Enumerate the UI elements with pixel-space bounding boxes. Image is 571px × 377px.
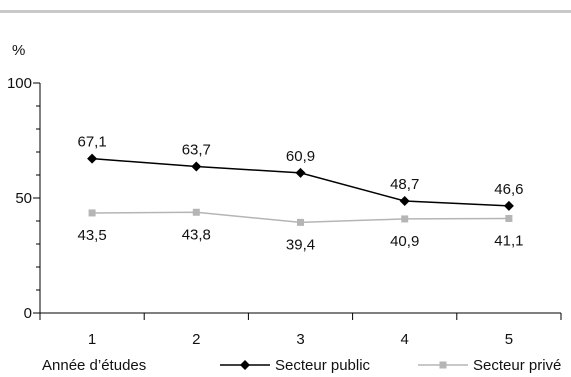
data-point	[503, 200, 514, 211]
data-label: 41,1	[494, 232, 523, 249]
data-label: 60,9	[286, 148, 315, 165]
axes: 0 50 100 1 2 3 4 5	[7, 75, 562, 348]
data-point	[297, 218, 304, 226]
x-axis-title: Année d’études	[42, 357, 146, 374]
series-line	[92, 157, 509, 207]
data-label: 40,9	[390, 233, 419, 250]
x-tick-label: 2	[192, 331, 200, 348]
top-rule	[0, 10, 571, 13]
y-tick-label: 0	[24, 305, 32, 322]
x-tick-label: 4	[401, 331, 409, 348]
data-label: 67,1	[77, 134, 106, 151]
series-secteur-prive: 43,5 43,8 39,4 40,9 41,1	[77, 208, 524, 253]
legend-item: Secteur privé	[418, 357, 561, 374]
legend-marker	[240, 360, 250, 370]
legend: Secteur public Secteur privé	[220, 357, 561, 374]
data-point	[295, 167, 306, 178]
data-point	[191, 161, 202, 172]
data-label: 43,8	[182, 226, 211, 243]
x-tick-label: 3	[296, 331, 304, 348]
y-tick-label: 100	[7, 75, 32, 92]
data-point	[87, 153, 98, 164]
y-axis-unit-label: %	[12, 42, 25, 59]
data-point	[192, 208, 200, 216]
legend-label: Secteur privé	[473, 357, 561, 374]
series-secteur-public: 67,1 63,7 60,9 48,7 46,6	[77, 134, 524, 211]
legend-marker	[439, 361, 447, 369]
data-label: 46,6	[494, 181, 523, 198]
x-tick-label: 1	[88, 331, 96, 348]
legend-label: Secteur public	[275, 357, 371, 374]
data-point	[401, 215, 409, 223]
data-label: 39,4	[286, 236, 315, 253]
y-tick-label: 50	[15, 190, 32, 207]
data-label: 48,7	[390, 176, 419, 193]
legend-item: Secteur public	[220, 357, 371, 374]
x-tick-label: 5	[505, 331, 513, 348]
data-label: 63,7	[182, 141, 211, 158]
data-point	[399, 195, 410, 206]
data-label: 43,5	[77, 227, 106, 244]
series-layer: 43,5 43,8 39,4 40,9 41,1 67,1 63,7 60,9 48,7 46,6	[77, 134, 523, 254]
data-point	[505, 214, 513, 222]
data-point	[88, 209, 96, 217]
